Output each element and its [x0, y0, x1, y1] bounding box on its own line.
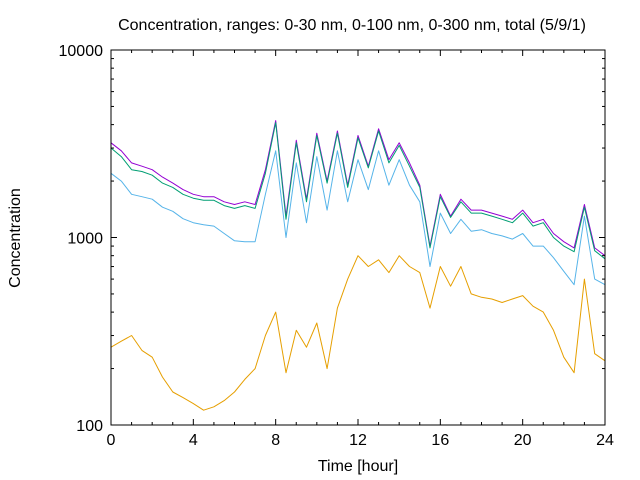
series-line-1: [110, 120, 606, 257]
y-tick-label: 100: [76, 418, 103, 435]
series-line-2: [110, 122, 606, 260]
x-tick-label: 20: [514, 432, 532, 449]
ticks-layer: 0 4 8 12 16 20 24 100 1000 10000: [59, 43, 615, 449]
x-tick-label: 16: [431, 432, 449, 449]
y-tick-label: 10000: [59, 43, 104, 60]
x-tick-label: 24: [596, 432, 614, 449]
series-layer: [110, 120, 606, 411]
x-axis-label: Time [hour]: [318, 458, 398, 475]
x-tick-label: 4: [189, 432, 198, 449]
series-line-4: [110, 255, 606, 411]
y-tick-label: 1000: [67, 231, 103, 248]
x-tick-label: 8: [271, 432, 280, 449]
x-tick-label: 12: [349, 432, 367, 449]
chart-title: Concentration, ranges: 0-30 nm, 0-100 nm…: [118, 17, 586, 34]
x-tick-label: 0: [107, 432, 116, 449]
plot-frame: [110, 49, 606, 426]
y-axis-label: Concentration: [7, 188, 24, 288]
series-line-3: [110, 150, 606, 286]
